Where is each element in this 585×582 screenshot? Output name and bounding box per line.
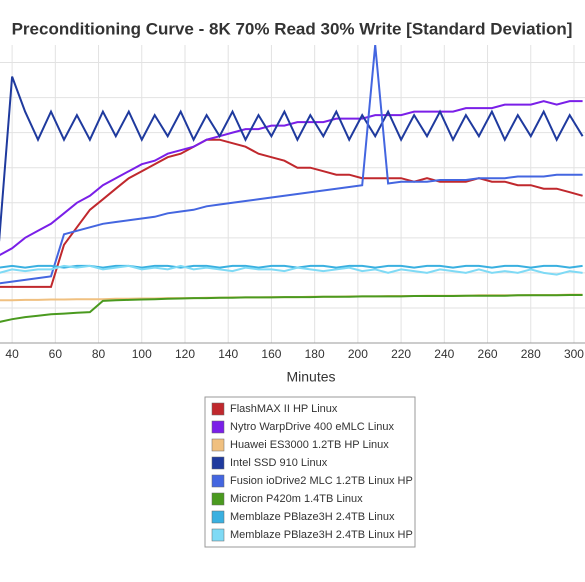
legend-box — [204, 396, 416, 548]
x-tick-label: 220 — [391, 347, 411, 361]
legend-label: Fusion ioDrive2 MLC 1.2TB Linux HP — [230, 475, 413, 487]
x-tick-label: 60 — [49, 347, 63, 361]
legend-label: Huawei ES3000 1.2TB HP Linux — [230, 439, 389, 451]
x-tick-label: 160 — [261, 347, 281, 361]
x-tick-label: 180 — [305, 347, 325, 361]
series-line — [0, 76, 584, 242]
chart-title: Preconditioning Curve - 8K 70% Read 30% … — [12, 19, 573, 38]
legend-label: Nytro WarpDrive 400 eMLC Linux — [230, 421, 395, 433]
legend-label: FlashMAX II HP Linux — [230, 403, 338, 415]
legend-label: Micron P420m 1.4TB Linux — [230, 493, 363, 505]
legend-swatch — [211, 402, 225, 416]
series-line — [0, 264, 583, 276]
x-tick-label: 40 — [5, 347, 19, 361]
plot — [0, 45, 584, 323]
x-ticks: 40 60 80 100 120 140 160 180 200 220 240 260 280 300 — [5, 347, 584, 361]
legend-label: Intel SSD 910 Linux — [230, 457, 328, 469]
legend-swatch — [211, 528, 225, 542]
x-tick-label: 140 — [218, 347, 238, 361]
x-tick-label: 200 — [348, 347, 368, 361]
x-tick-label: 100 — [132, 347, 152, 361]
series-line — [0, 294, 583, 323]
legend-label: Memblaze PBlaze3H 2.4TB Linux — [230, 511, 395, 523]
x-tick-label: 240 — [434, 347, 454, 361]
x-tick-label: 300 — [564, 347, 584, 361]
series-line — [0, 138, 583, 288]
legend: FlashMAX II HP Linux Nytro WarpDrive 400 … — [211, 402, 413, 542]
legend-swatch — [211, 474, 225, 488]
legend-swatch — [211, 510, 225, 524]
legend-swatch — [211, 492, 225, 506]
legend-label: Memblaze PBlaze3H 2.4TB Linux HP — [230, 529, 413, 541]
grid — [0, 45, 585, 344]
x-tick-label: 80 — [92, 347, 106, 361]
series-line — [0, 45, 583, 285]
x-tick-label: 280 — [521, 347, 541, 361]
x-tick-label: 260 — [478, 347, 498, 361]
legend-swatch — [211, 420, 225, 434]
x-tick-label: 120 — [175, 347, 195, 361]
legend-swatch — [211, 438, 225, 452]
x-axis-label: Minutes — [286, 369, 335, 385]
legend-swatch — [211, 456, 225, 470]
